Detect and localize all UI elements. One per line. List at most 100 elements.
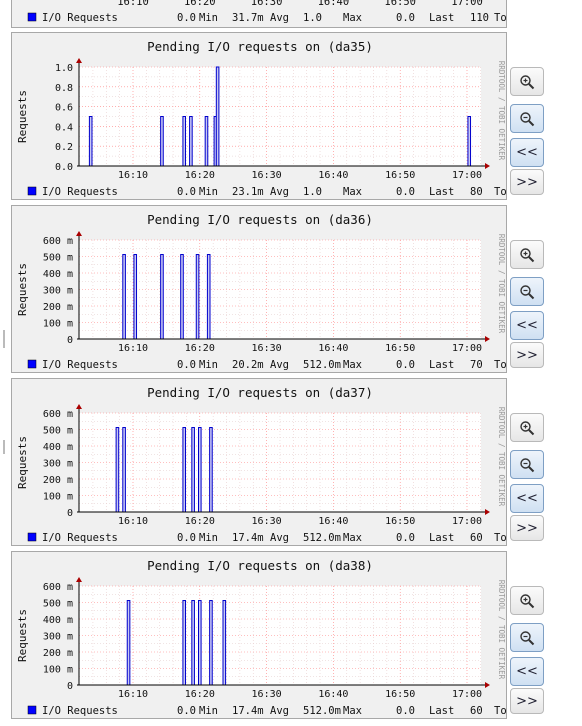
legend-avg-value: 20.2m <box>232 359 264 371</box>
x-tick-label: 17:00 <box>451 0 483 8</box>
zoom-in-button[interactable] <box>510 586 544 615</box>
zoom-out-button[interactable] <box>510 104 544 133</box>
data-bar <box>198 600 202 686</box>
next-button[interactable]: >> <box>510 515 544 541</box>
pending-io-graph: Pending I/O requests on (da35) 0.0 0.2 0.4 0… <box>16 39 507 198</box>
x-tick-label: 16:20 <box>185 343 215 354</box>
magnifier-lens <box>520 630 531 642</box>
x-tick-label: 16:10 <box>118 516 148 527</box>
legend-clipped-text: To <box>494 186 507 198</box>
graph-panel-partial: 16:10 16:20 16:30 16:40 16:50 17:00 I/O Reques… <box>11 0 507 28</box>
y-tick-label: 600 m <box>43 582 73 593</box>
data-bar <box>122 427 126 513</box>
y-tick-label: 500 m <box>43 599 73 610</box>
pending-io-graph: Pending I/O requests on (da38) 0 100 m 200 … <box>16 558 507 717</box>
legend-swatch <box>27 359 37 369</box>
zoom-in-button[interactable] <box>510 67 544 96</box>
x-tick-label: 17:00 <box>452 343 482 354</box>
legend-last-value: 0.0 <box>396 359 415 371</box>
prev-button[interactable]: << <box>510 657 544 686</box>
legend-max-value: 512.0m <box>303 532 341 544</box>
resize-handle[interactable] <box>3 330 5 348</box>
x-tick-label: 16:30 <box>252 516 282 527</box>
graph-panel: Pending I/O requests on (da35) 0.0 0.2 0.4 0… <box>11 32 507 200</box>
magnifier-handle <box>528 292 535 299</box>
zoom-in-button[interactable] <box>510 240 544 269</box>
pending-io-graph: Pending I/O requests on (da37) 0 100 m 200 … <box>16 385 507 544</box>
legend-series-name: I/O Requests <box>42 705 118 717</box>
next-button[interactable]: >> <box>510 688 544 714</box>
next-button[interactable]: >> <box>510 342 544 368</box>
rrdtool-watermark: RRDTOOL / TOBI OETIKER <box>497 580 506 680</box>
x-tick-label: 16:10 <box>118 170 148 181</box>
prev-label: << <box>516 145 538 160</box>
x-tick-label: 16:40 <box>318 170 348 181</box>
zoom-in-button[interactable] <box>510 413 544 442</box>
legend-max-label: Max <box>343 532 362 544</box>
zoom-in-icon <box>520 420 535 435</box>
legend-clipped-text: To <box>494 12 507 24</box>
x-tick-label: 16:40 <box>318 689 348 700</box>
rrdtool-watermark: RRDTOOL / TOBI OETIKER <box>497 234 506 334</box>
data-bar <box>133 254 138 340</box>
y-axis-title: Requests <box>16 90 29 143</box>
zoom-out-button[interactable] <box>510 277 544 306</box>
y-tick-label: 0.6 <box>55 103 73 114</box>
y-tick-label: 200 m <box>43 648 73 659</box>
next-label: >> <box>516 693 538 709</box>
graph-title: Pending I/O requests on (da36) <box>147 212 373 227</box>
magnifier-handle <box>528 82 535 89</box>
legend-last-tail: 60 <box>470 532 483 544</box>
x-tick-label: 17:00 <box>452 516 482 527</box>
legend-avg-value: 23.1m <box>232 186 264 198</box>
legend-last-label: Last <box>429 186 454 198</box>
legend-min-value: 0.0 <box>177 12 196 24</box>
legend-avg-value: 17.4m <box>232 705 264 717</box>
x-tick-label: 16:20 <box>185 689 215 700</box>
y-tick-label: 0 <box>67 508 73 519</box>
x-tick-label: 16:50 <box>385 170 415 181</box>
next-button[interactable]: >> <box>510 169 544 195</box>
legend-avg-label: Avg <box>270 532 289 544</box>
prev-button[interactable]: << <box>510 311 544 340</box>
x-tick-label: 16:40 <box>318 343 348 354</box>
legend-last-value: 0.0 <box>396 186 415 198</box>
x-tick-label: 16:30 <box>251 0 283 8</box>
graph-partial: 16:10 16:20 16:30 16:40 16:50 17:00 I/O Reques… <box>27 0 507 24</box>
data-bar <box>182 116 187 167</box>
prev-button[interactable]: << <box>510 484 544 513</box>
legend-last-label: Last <box>429 532 454 544</box>
data-bar <box>160 116 164 167</box>
magnifier-handle <box>528 428 535 435</box>
legend-avg-label: Avg <box>270 705 289 717</box>
x-axis-arrow <box>485 163 490 169</box>
legend-avg-value: 31.7m <box>232 12 264 24</box>
y-tick-label: 400 m <box>43 615 73 626</box>
y-axis-arrow <box>76 231 82 236</box>
data-bar <box>204 116 209 167</box>
legend-min-value: 0.0 <box>177 359 196 371</box>
y-tick-label: 300 m <box>43 459 73 470</box>
y-tick-label: 100 m <box>43 665 73 676</box>
y-axis-title: Requests <box>16 263 29 316</box>
legend-max-value: 1.0 <box>303 12 322 24</box>
legend-last-value: 0.0 <box>396 532 415 544</box>
legend-min-value: 0.0 <box>177 186 196 198</box>
next-label: >> <box>516 347 538 363</box>
data-bar <box>198 427 202 513</box>
data-bar <box>209 600 213 686</box>
zoom-out-button[interactable] <box>510 623 544 652</box>
zoom-in-icon <box>520 593 535 608</box>
legend-series-name: I/O Requests <box>42 186 118 198</box>
data-bar <box>126 600 131 686</box>
zoom-out-icon <box>520 111 535 126</box>
data-bar <box>189 116 193 167</box>
zoom-out-icon <box>520 630 535 645</box>
zoom-out-button[interactable] <box>510 450 544 479</box>
legend-clipped-text: To <box>494 705 507 717</box>
legend-avg-label: Avg <box>270 359 289 371</box>
y-tick-label: 0.0 <box>55 162 73 173</box>
magnifier-lens <box>520 284 531 296</box>
rrdtool-watermark: RRDTOOL / TOBI OETIKER <box>497 407 506 507</box>
prev-button[interactable]: << <box>510 138 544 167</box>
